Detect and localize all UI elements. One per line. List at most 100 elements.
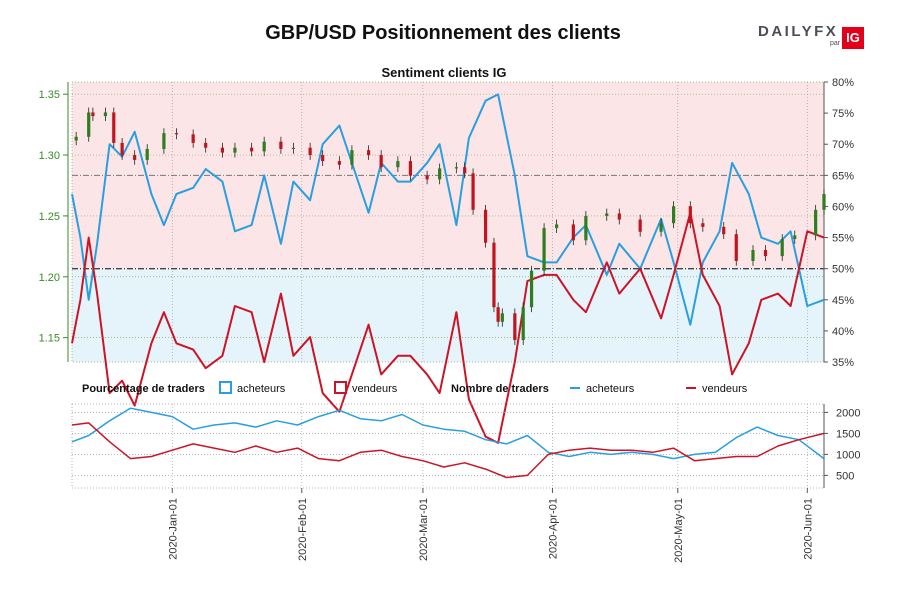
price-candle (500, 313, 504, 322)
price-tick-label: 1.30 (39, 150, 60, 162)
price-candle (814, 209, 818, 236)
price-candle (763, 250, 768, 257)
x-tick-label: 2020-Apr-01 (547, 498, 559, 559)
sentiment-tick-label: 45% (832, 295, 854, 307)
legend-count-buy: acheteurs (586, 383, 635, 395)
price-candle (617, 213, 621, 220)
price-candle (350, 150, 354, 165)
legend: Pourcentage de traders acheteurs vendeur… (82, 381, 748, 395)
price-candle (496, 307, 500, 322)
x-tick-label: 2020-May-01 (673, 498, 685, 563)
sentiment-tick-label: 35% (832, 357, 854, 369)
x-tick-label: 2020-Feb-01 (297, 498, 309, 561)
legend-pct-buy: acheteurs (237, 383, 286, 395)
price-candle (103, 112, 108, 117)
price-candle (584, 215, 588, 241)
count-tick-label: 1000 (836, 449, 860, 461)
legend-pct-sell: vendeurs (352, 383, 398, 395)
price-candle (688, 206, 692, 224)
price-candle (396, 161, 400, 168)
price-candle (425, 175, 429, 180)
count-tick-label: 2000 (836, 407, 860, 419)
price-candle (233, 147, 237, 153)
price-candle (204, 142, 208, 148)
brand-small-text: par (830, 40, 841, 47)
price-candle (308, 147, 312, 156)
x-tick-label: 2020-Jan-01 (167, 498, 179, 560)
price-candle (379, 155, 383, 168)
legend-count-sell: vendeurs (702, 383, 748, 395)
sentiment-tick-label: 80% (832, 77, 854, 89)
price-candle (513, 313, 517, 341)
price-candle (571, 224, 575, 241)
legend-count-title: Nombre de traders (451, 383, 549, 395)
count-line-vendeurs (71, 422, 825, 479)
price-candle (529, 270, 534, 308)
count-tick-label: 500 (836, 470, 854, 482)
sentiment-tick-label: 55% (832, 233, 854, 245)
price-candle (174, 133, 179, 135)
brand-wordmark: DAILYFX (758, 23, 839, 40)
price-candle (492, 242, 496, 308)
price-candle (74, 136, 78, 141)
price-candle (463, 167, 467, 174)
price-candle (734, 234, 738, 261)
price-candle (291, 147, 296, 149)
price-tick-label: 1.35 (39, 89, 60, 101)
count-plot-frame (71, 403, 825, 489)
sentiment-line-vendeurs (71, 211, 825, 444)
price-candle (793, 235, 797, 240)
price-candle (279, 141, 283, 149)
price-candle (408, 161, 412, 176)
dailyfx-logo: DAILYFX par IG (758, 22, 870, 52)
price-candle (145, 148, 149, 160)
chart-subtitle: Sentiment clients IG (382, 65, 507, 80)
price-candle (542, 228, 546, 271)
price-candle (521, 307, 525, 341)
price-candle (471, 173, 475, 210)
legend-pct-title: Pourcentage de traders (82, 383, 205, 395)
sentiment-tick-label: 75% (832, 108, 854, 120)
price-candle (337, 161, 341, 165)
count-line-acheteurs (71, 407, 825, 460)
price-candle (133, 155, 137, 160)
price-candle (367, 150, 371, 156)
trader-count-plot: 500 1000 1500 2000 2020-Jan-01 2020-Feb-01 202… (71, 403, 860, 563)
price-candle (722, 226, 726, 235)
price-candle (162, 133, 166, 149)
sentiment-line-acheteurs (71, 93, 825, 326)
price-candle (701, 223, 705, 227)
price-candle (454, 167, 458, 169)
x-tick-label: 2020-Jun-01 (802, 498, 814, 560)
main-plot-area: 1.15 1.20 1.25 1.30 1.35 35% 40% 45% 50% 55% 60% 65… (39, 77, 854, 444)
x-tick-label: 2020-Mar-01 (418, 498, 430, 561)
count-tick-label: 1500 (836, 428, 860, 440)
price-candle (659, 223, 663, 232)
price-candle (484, 209, 488, 243)
sentiment-tick-label: 40% (832, 326, 854, 338)
price-candle (751, 250, 755, 261)
price-tick-label: 1.15 (39, 333, 60, 345)
price-candle (91, 112, 95, 117)
sentiment-tick-label: 70% (832, 139, 854, 151)
price-candle (605, 213, 609, 216)
price-candle (672, 206, 676, 224)
price-candle (112, 112, 116, 143)
price-tick-label: 1.20 (39, 272, 60, 284)
legend-pct-buy-swatch (219, 381, 232, 394)
price-candle (250, 147, 254, 152)
price-candle (321, 155, 325, 162)
sentiment-tick-label: 60% (832, 201, 854, 213)
chart-title: GBP/USD Positionnement des clients (265, 22, 621, 44)
price-candle (262, 141, 266, 152)
legend-pct-sell-swatch (334, 381, 347, 394)
price-candle (780, 239, 784, 257)
price-candle (191, 134, 195, 143)
price-candle (555, 224, 559, 229)
price-candle (220, 147, 224, 153)
ig-badge: IG (842, 27, 864, 49)
price-tick-label: 1.25 (39, 211, 60, 223)
price-candle (120, 142, 124, 156)
price-candle (87, 112, 91, 137)
